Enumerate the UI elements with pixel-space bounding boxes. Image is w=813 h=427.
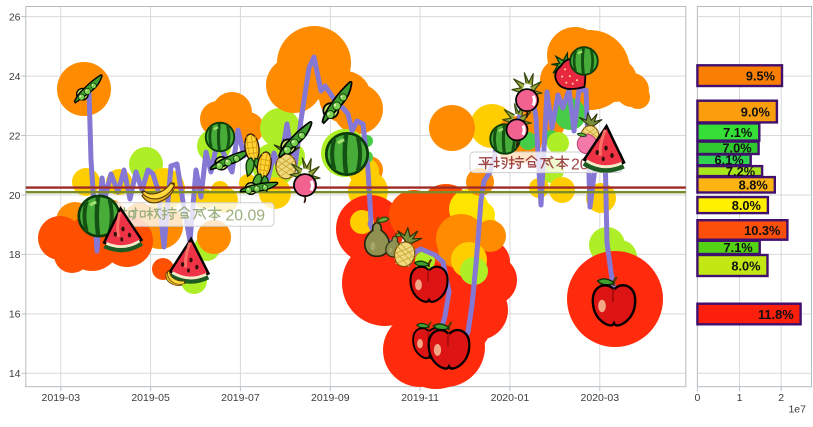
svg-text:2: 2 xyxy=(778,392,784,404)
svg-text:20.09: 20.09 xyxy=(226,208,266,225)
svg-text:11.8%: 11.8% xyxy=(758,307,794,322)
svg-text:6.1%: 6.1% xyxy=(715,153,745,168)
svg-text:8.0%: 8.0% xyxy=(731,258,761,273)
svg-text:7.1%: 7.1% xyxy=(723,125,753,140)
svg-text:2019-11: 2019-11 xyxy=(401,392,439,404)
svg-text:14: 14 xyxy=(9,368,21,380)
svg-text:26: 26 xyxy=(9,11,21,23)
svg-text:9.0%: 9.0% xyxy=(741,104,771,119)
svg-text:8.0%: 8.0% xyxy=(732,198,762,213)
svg-text:2019-09: 2019-09 xyxy=(311,392,350,404)
svg-text:18: 18 xyxy=(9,249,21,261)
svg-text:8.8%: 8.8% xyxy=(739,178,769,193)
svg-text:20: 20 xyxy=(9,190,21,202)
svg-text:7.1%: 7.1% xyxy=(724,240,754,255)
svg-text:10.3%: 10.3% xyxy=(744,223,781,238)
svg-text:9.5%: 9.5% xyxy=(746,69,776,84)
svg-text:2019-05: 2019-05 xyxy=(131,392,170,404)
svg-text:2019-03: 2019-03 xyxy=(42,392,81,404)
svg-text:0: 0 xyxy=(694,392,700,404)
svg-text:16: 16 xyxy=(9,309,21,321)
svg-text:7.0%: 7.0% xyxy=(722,141,752,156)
svg-text:22: 22 xyxy=(9,130,21,142)
svg-text:2020-01: 2020-01 xyxy=(491,392,530,404)
svg-text:24: 24 xyxy=(9,71,21,83)
svg-text:2019-07: 2019-07 xyxy=(221,392,260,404)
svg-text:7.2%: 7.2% xyxy=(726,164,756,179)
svg-text:1e7: 1e7 xyxy=(788,404,806,416)
svg-text:1: 1 xyxy=(737,392,743,404)
svg-text:2020-03: 2020-03 xyxy=(581,392,620,404)
